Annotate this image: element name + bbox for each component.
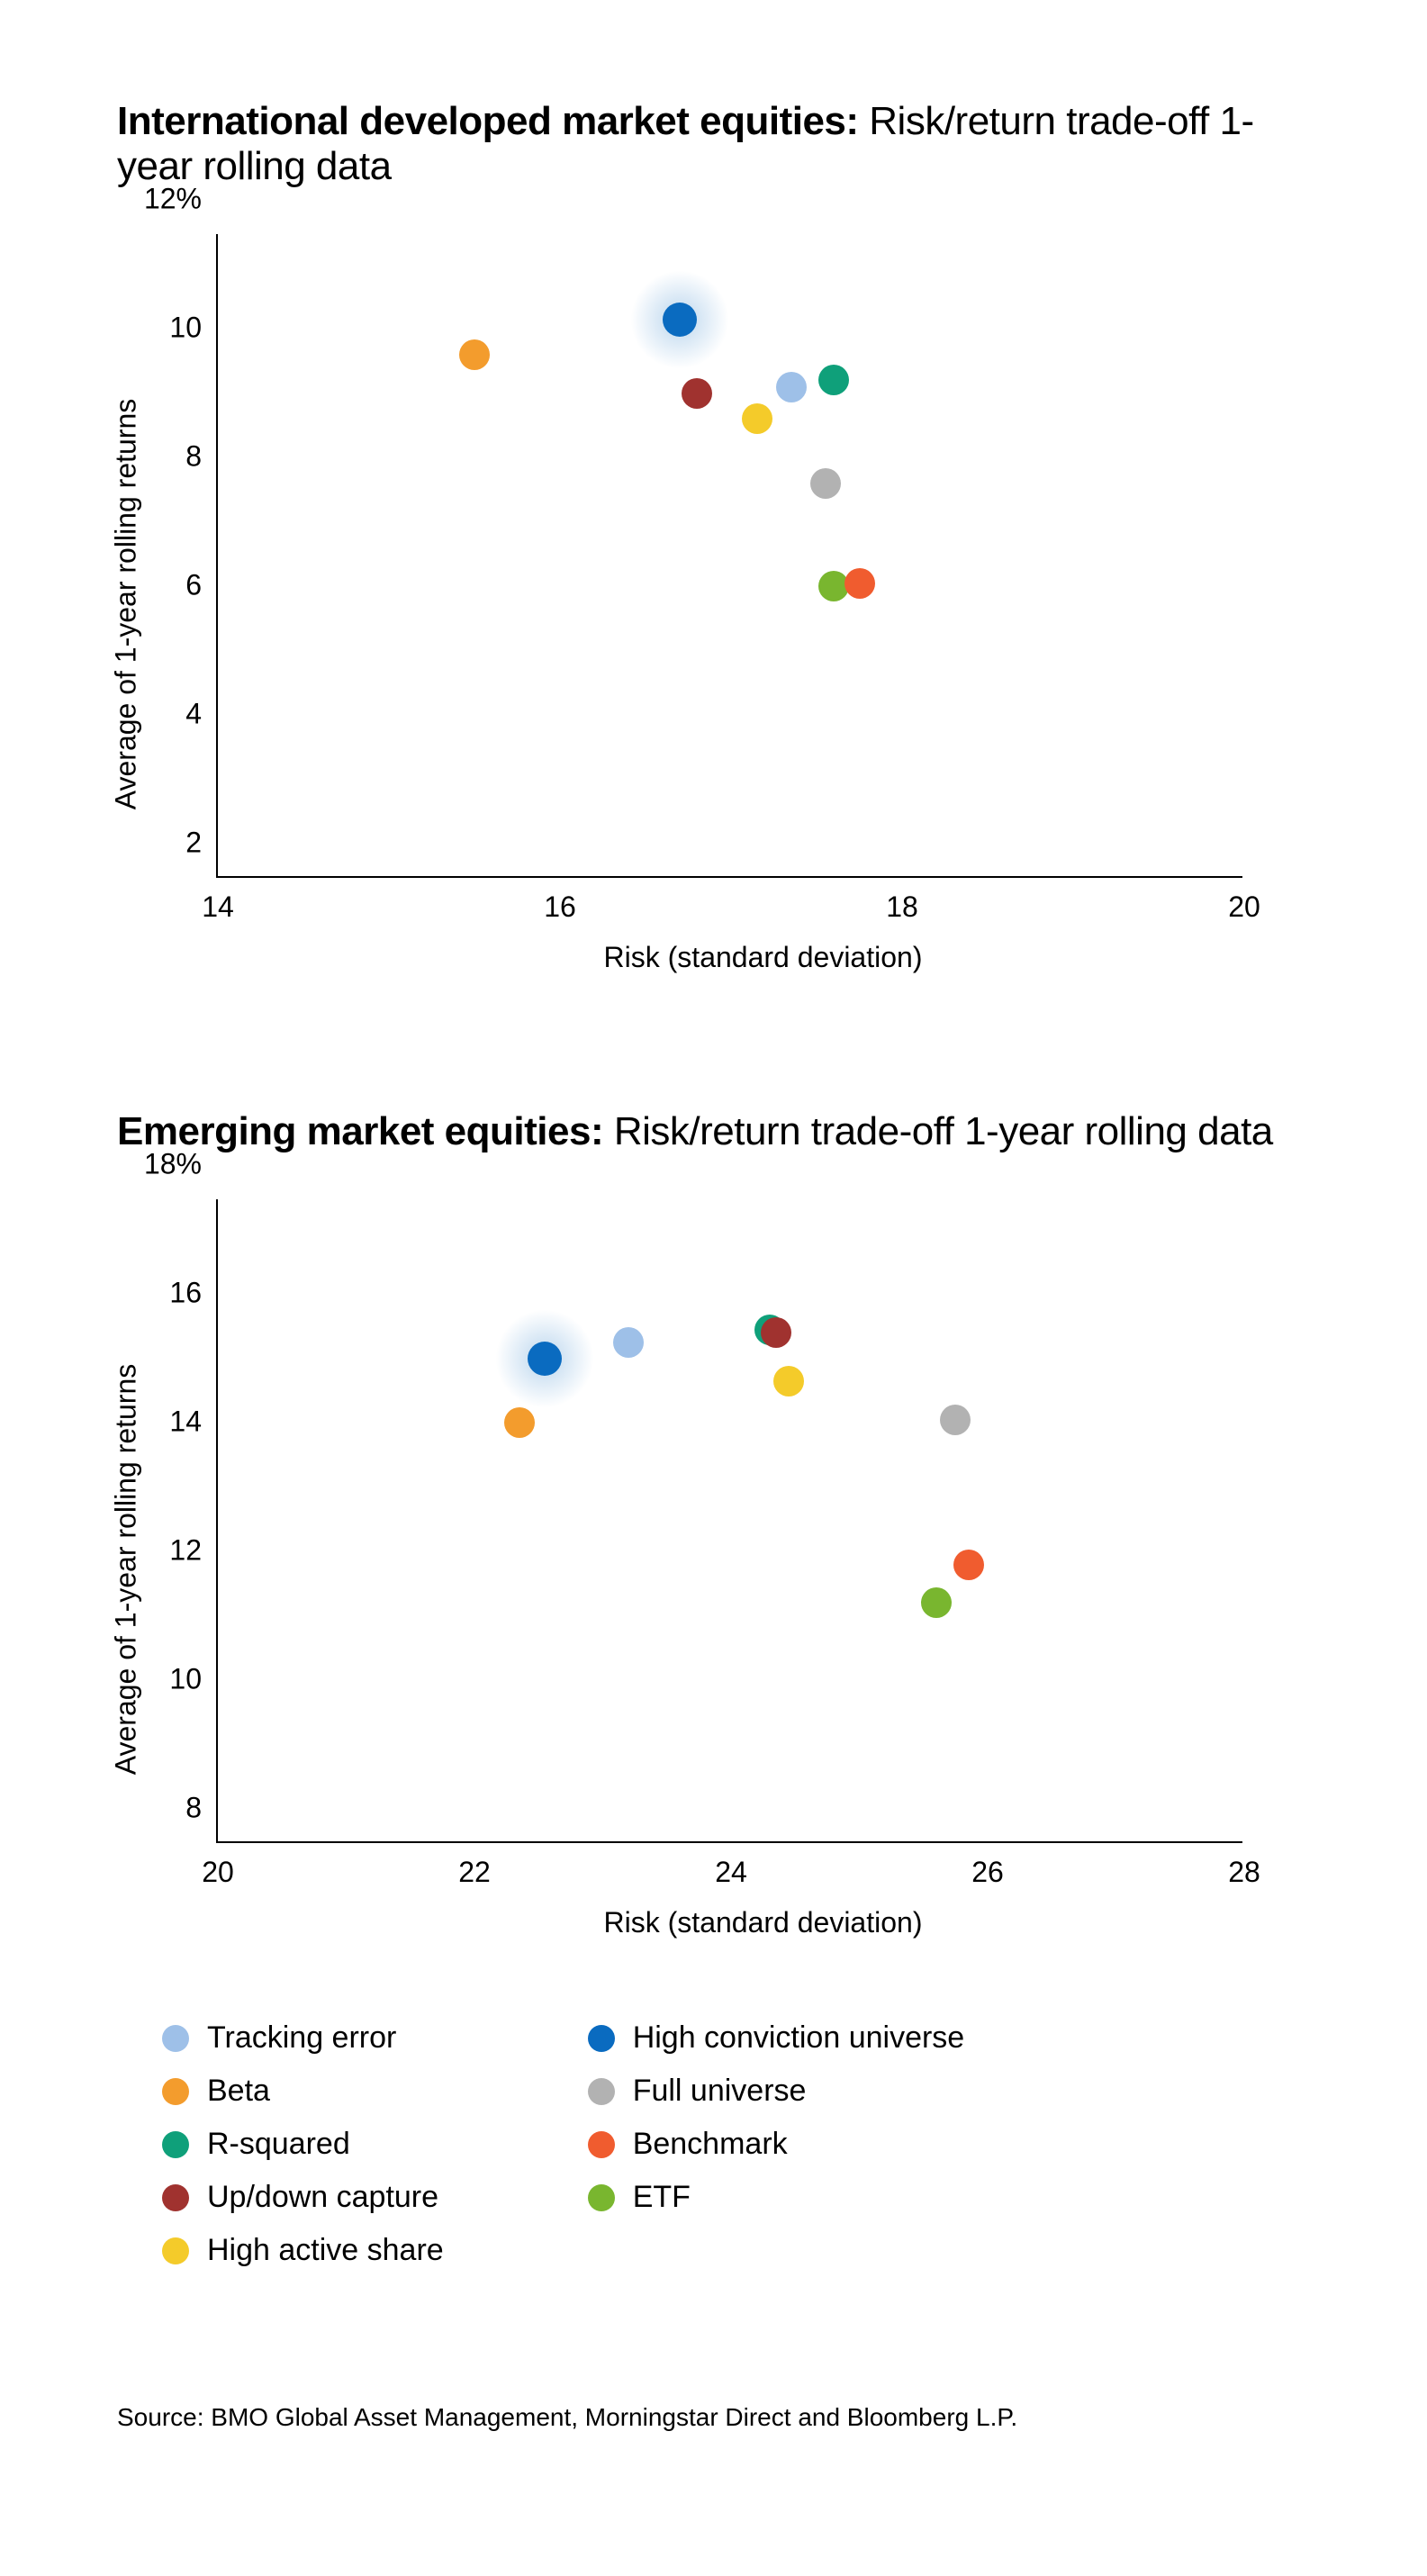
legend-swatch: [588, 2078, 615, 2105]
legend-swatch: [588, 2131, 615, 2158]
legend-swatch: [162, 2025, 189, 2052]
legend-item-etf: ETF: [588, 2180, 965, 2215]
legend-item-up_down_capture: Up/down capture: [162, 2180, 444, 2215]
x-tick-label: 14: [202, 876, 234, 924]
data-point-full_universe: [940, 1405, 971, 1435]
data-point-etf: [921, 1587, 952, 1618]
data-point-beta: [504, 1407, 535, 1438]
data-point-high_conviction: [663, 303, 697, 337]
data-point-high_conviction: [528, 1342, 562, 1376]
data-point-tracking_error: [776, 372, 807, 402]
legend-column: High conviction universe Full universe Ben…: [588, 2020, 965, 2268]
data-point-benchmark: [953, 1550, 984, 1580]
x-tick-label: 18: [886, 876, 918, 924]
data-point-high_active_share: [773, 1366, 804, 1396]
x-tick-label: 20: [1228, 876, 1260, 924]
y-tick-label: 8: [185, 440, 218, 474]
legend-item-high_active_share: High active share: [162, 2233, 444, 2268]
legend-swatch: [588, 2184, 615, 2211]
chart-title-bold: International developed market equities:: [117, 99, 859, 143]
chart-title: Emerging market equities: Risk/return tr…: [117, 1109, 1310, 1154]
data-point-tracking_error: [613, 1327, 644, 1358]
legend: Tracking error Beta R-squared Up/down captu…: [162, 2020, 1310, 2268]
legend-label: R-squared: [207, 2127, 350, 2162]
legend-swatch: [162, 2131, 189, 2158]
legend-item-benchmark: Benchmark: [588, 2127, 965, 2162]
legend-column: Tracking error Beta R-squared Up/down captu…: [162, 2020, 444, 2268]
data-point-high_active_share: [742, 403, 772, 434]
x-tick-label: 24: [715, 1841, 747, 1889]
y-tick-label: 12: [169, 1534, 218, 1568]
legend-label: Full universe: [633, 2074, 807, 2109]
y-axis-label: Average of 1-year rolling returns: [110, 1364, 143, 1776]
legend-label: Benchmark: [633, 2127, 788, 2162]
data-point-full_universe: [810, 468, 841, 499]
x-axis-label: Risk (standard deviation): [216, 1843, 1310, 1939]
y-tick-label: 6: [185, 569, 218, 602]
scatter-plot: 81012141618%2022242628: [216, 1199, 1242, 1843]
legend-label: ETF: [633, 2180, 691, 2215]
y-tick-label: 2: [185, 827, 218, 860]
y-axis-label: Average of 1-year rolling returns: [110, 399, 143, 810]
legend-swatch: [162, 2184, 189, 2211]
legend-item-beta: Beta: [162, 2074, 444, 2109]
y-tick-label: 14: [169, 1406, 218, 1439]
legend-label: Tracking error: [207, 2020, 396, 2056]
y-tick-label: 10: [169, 1663, 218, 1696]
y-tick-label: 12%: [144, 183, 218, 216]
legend-item-high_conviction: High conviction universe: [588, 2020, 965, 2056]
data-point-beta: [459, 339, 490, 370]
legend-swatch: [162, 2237, 189, 2264]
y-tick-label: 16: [169, 1277, 218, 1310]
page: International developed market equities:…: [0, 0, 1427, 2576]
legend-label: High conviction universe: [633, 2020, 965, 2056]
data-point-up_down_capture: [682, 378, 712, 409]
chart-title: International developed market equities:…: [117, 99, 1310, 189]
legend-label: High active share: [207, 2233, 444, 2268]
chart-wrap: Average of 1-year rolling returns 246810…: [117, 234, 1310, 974]
data-point-r_squared: [818, 365, 849, 395]
y-tick-label: 8: [185, 1792, 218, 1825]
x-tick-label: 16: [544, 876, 576, 924]
source-text: Source: BMO Global Asset Management, Mor…: [117, 2403, 1310, 2432]
data-point-up_down_capture: [761, 1317, 791, 1348]
x-tick-label: 20: [202, 1841, 234, 1889]
x-tick-label: 28: [1228, 1841, 1260, 1889]
chart-emerging: Emerging market equities: Risk/return tr…: [117, 1109, 1310, 1939]
legend-label: Beta: [207, 2074, 270, 2109]
legend-item-tracking_error: Tracking error: [162, 2020, 444, 2056]
legend-item-r_squared: R-squared: [162, 2127, 444, 2162]
x-axis-label: Risk (standard deviation): [216, 878, 1310, 974]
y-tick-label: 10: [169, 312, 218, 345]
legend-swatch: [162, 2078, 189, 2105]
data-point-benchmark: [844, 568, 875, 599]
legend-label: Up/down capture: [207, 2180, 438, 2215]
scatter-plot: 24681012%14161820: [216, 234, 1242, 878]
x-tick-label: 26: [971, 1841, 1004, 1889]
chart-international: International developed market equities:…: [117, 99, 1310, 974]
y-tick-label: 4: [185, 698, 218, 731]
chart-title-rest: Risk/return trade-off 1-year rolling dat…: [603, 1109, 1273, 1153]
x-tick-label: 22: [458, 1841, 491, 1889]
y-tick-label: 18%: [144, 1148, 218, 1181]
chart-wrap: Average of 1-year rolling returns 810121…: [117, 1199, 1310, 1939]
legend-swatch: [588, 2025, 615, 2052]
legend-item-full_universe: Full universe: [588, 2074, 965, 2109]
